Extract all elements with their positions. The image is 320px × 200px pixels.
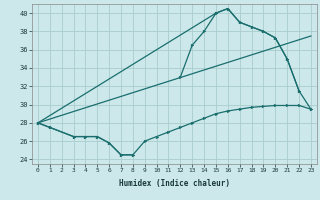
X-axis label: Humidex (Indice chaleur): Humidex (Indice chaleur) xyxy=(119,179,230,188)
